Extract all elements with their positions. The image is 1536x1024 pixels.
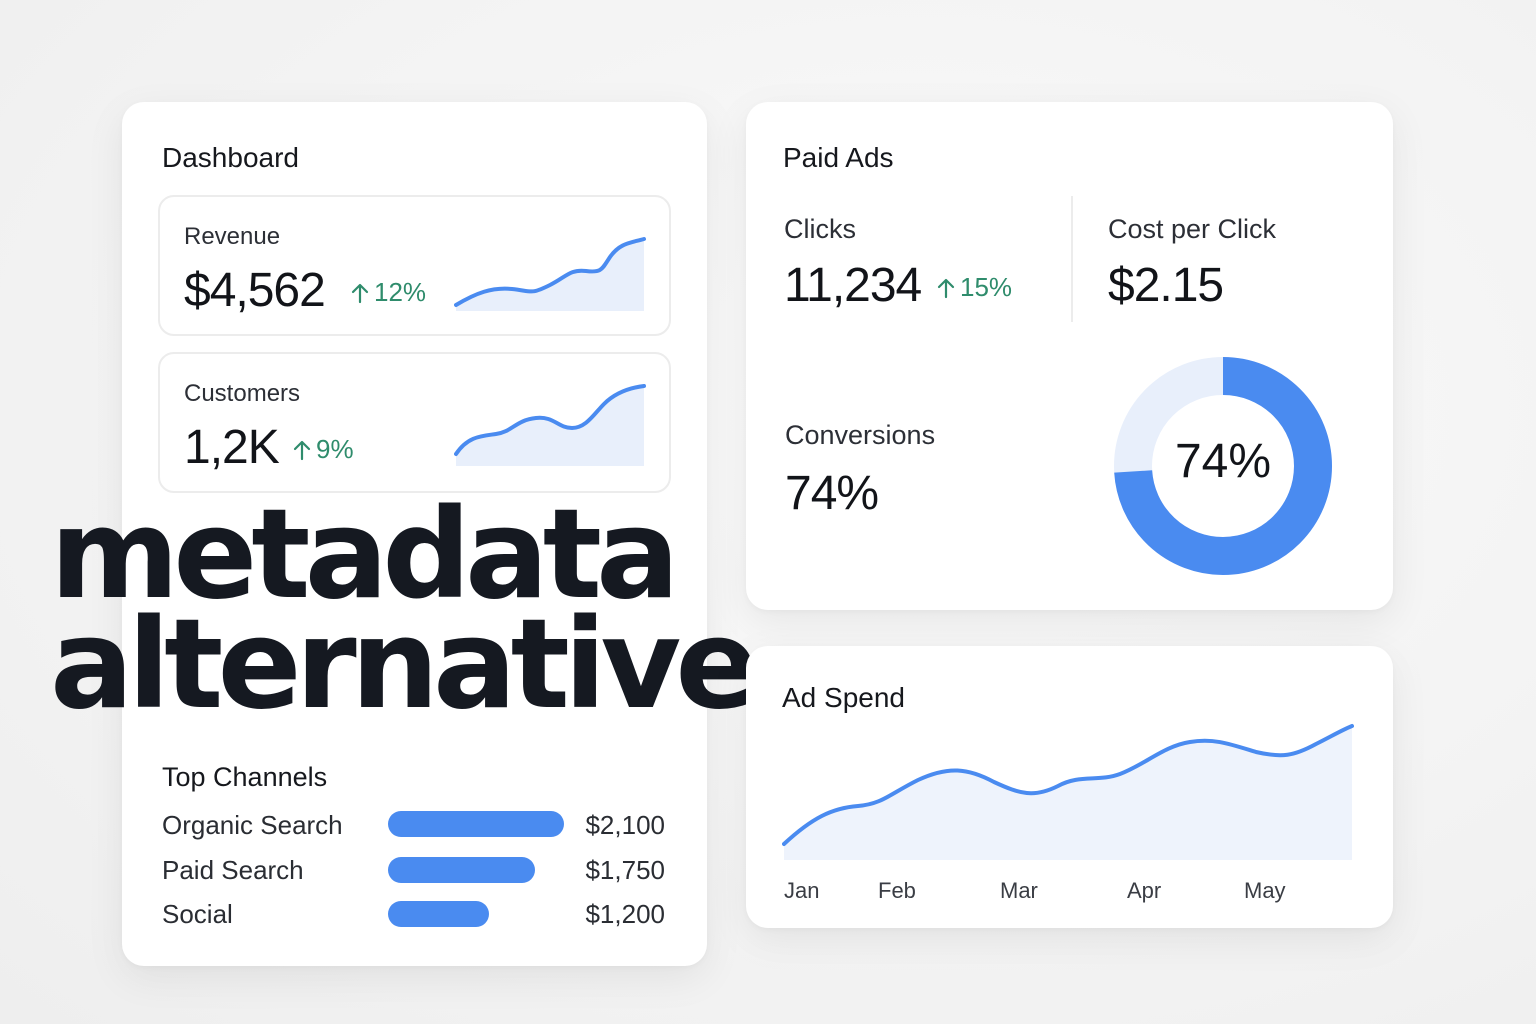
revenue-value: $4,562 (184, 264, 326, 317)
conversions-value: 74% (785, 467, 879, 520)
dashboard-card: Dashboard Revenue $4,562 12% Customers 1… (122, 102, 707, 966)
channel-label: Organic Search (162, 810, 343, 840)
channel-value: $1,200 (585, 899, 665, 929)
channel-value: $2,100 (585, 810, 665, 840)
customers-metric-card[interactable]: Customers 1,2K 9% (158, 352, 671, 493)
clicks-delta-value: 15% (960, 272, 1013, 302)
channel-label: Paid Search (162, 855, 304, 885)
paid-ads-title: Paid Ads (783, 142, 894, 173)
ad-spend-card: Ad Spend Jan Feb Mar Apr May (746, 646, 1393, 928)
ad-spend-line-chart (782, 724, 1354, 860)
revenue-metric-card[interactable]: Revenue $4,562 12% (158, 195, 671, 336)
arrow-up-icon (937, 278, 955, 298)
overlay-line-1: metadata (50, 483, 680, 627)
customers-value: 1,2K (184, 421, 280, 474)
arrow-up-icon (293, 440, 311, 460)
month-label-feb: Feb (878, 878, 916, 903)
ad-spend-title: Ad Spend (782, 682, 905, 713)
cpc-value: $2.15 (1108, 259, 1224, 312)
customers-sparkline (454, 384, 646, 466)
metric-divider (1071, 196, 1073, 322)
top-channels-title: Top Channels (162, 762, 328, 792)
channel-bar (388, 857, 535, 883)
month-label-may: May (1244, 878, 1286, 903)
revenue-delta: 12% (350, 277, 426, 308)
overlay-line-2: alternative (50, 593, 759, 737)
month-label-jan: Jan (784, 878, 820, 903)
arrow-up-icon (351, 283, 369, 303)
revenue-delta-value: 12% (374, 277, 427, 307)
customers-label: Customers (184, 380, 301, 407)
revenue-label: Revenue (184, 223, 281, 250)
donut-arc (1114, 357, 1332, 575)
channel-value: $1,750 (585, 855, 665, 885)
revenue-sparkline (454, 237, 646, 311)
clicks-label: Clicks (784, 214, 856, 244)
customers-delta-value: 9% (316, 434, 354, 464)
paid-ads-card: Paid Ads Clicks 11,234 15% Cost per Clic… (746, 102, 1393, 610)
donut-center-label: 74% (1174, 435, 1272, 488)
channel-label: Social (162, 899, 233, 929)
month-label-apr: Apr (1127, 878, 1162, 903)
cpc-label: Cost per Click (1108, 214, 1277, 244)
clicks-delta: 15% (936, 272, 1012, 303)
month-label-mar: Mar (1000, 878, 1038, 903)
dashboard-title: Dashboard (162, 142, 299, 173)
channel-bar (388, 901, 489, 927)
conversions-label: Conversions (785, 420, 936, 450)
conversions-donut (1114, 357, 1332, 575)
overlay-headline: metadata alternative (50, 483, 759, 737)
customers-delta: 9% (292, 434, 354, 465)
clicks-value: 11,234 (784, 259, 922, 312)
channel-bar (388, 811, 564, 837)
